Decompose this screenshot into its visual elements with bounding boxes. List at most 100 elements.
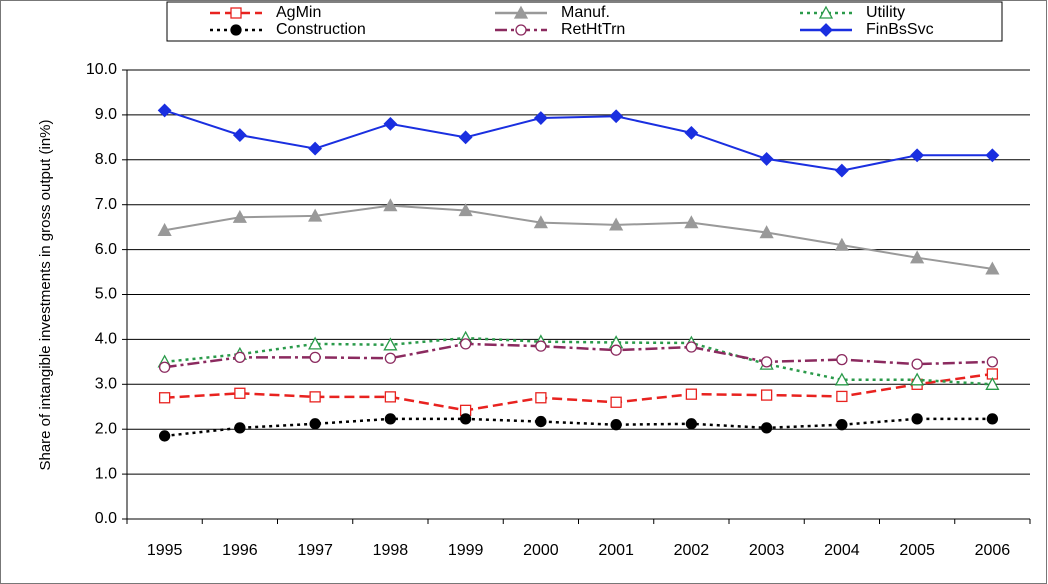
data-point — [910, 148, 925, 163]
data-point — [610, 344, 622, 356]
data-point — [836, 419, 848, 431]
data-point — [309, 418, 321, 430]
data-point — [985, 261, 1000, 275]
data-point — [308, 208, 323, 222]
data-point — [384, 391, 397, 403]
data-point — [458, 203, 473, 217]
data-point — [986, 356, 999, 368]
data-point — [535, 415, 547, 428]
data-point — [158, 361, 171, 373]
y-tick-label: 0.0 — [95, 510, 117, 527]
legend-label: FinBsSvc — [866, 21, 934, 38]
data-point — [535, 340, 547, 352]
legend-marker — [513, 5, 529, 19]
y-tick-label: 4.0 — [95, 331, 117, 348]
data-point — [684, 215, 699, 229]
x-tick-label: 1998 — [373, 542, 409, 559]
legend-marker — [818, 5, 834, 19]
data-point — [684, 125, 699, 140]
series-line — [164, 417, 993, 438]
y-tick-label: 5.0 — [95, 286, 117, 303]
data-point — [685, 388, 698, 400]
data-point — [685, 418, 698, 430]
legend-marker — [230, 24, 242, 36]
data-point — [760, 356, 773, 368]
y-axis-title: Share of intangible investments in gross… — [37, 119, 54, 470]
data-point — [910, 250, 925, 264]
data-point — [911, 358, 923, 370]
legend-marker — [230, 7, 242, 19]
legend-label: Manuf. — [561, 4, 610, 21]
data-point — [384, 352, 397, 364]
data-point — [234, 351, 246, 364]
x-tick-label: 2002 — [674, 542, 710, 559]
series-line — [164, 204, 993, 270]
data-point — [985, 376, 1000, 390]
data-point — [157, 222, 172, 236]
y-tick-label: 6.0 — [95, 241, 117, 258]
data-point — [609, 109, 624, 124]
data-point — [986, 413, 999, 425]
y-tick-label: 7.0 — [95, 196, 117, 213]
data-point — [760, 389, 773, 401]
legend-label: Utility — [866, 4, 905, 21]
x-tick-label: 2001 — [598, 542, 634, 559]
data-point — [535, 392, 547, 404]
legend-marker — [515, 24, 527, 36]
data-point — [985, 148, 1000, 163]
data-point — [834, 372, 849, 386]
data-point — [834, 163, 849, 178]
x-tick-label: 2004 — [824, 542, 860, 559]
data-point — [910, 372, 925, 386]
data-point — [760, 422, 773, 434]
data-point — [234, 387, 246, 399]
data-point — [309, 351, 321, 364]
y-tick-label: 2.0 — [95, 420, 117, 437]
series-line — [164, 372, 993, 412]
data-point — [609, 217, 624, 231]
series-line — [164, 336, 993, 386]
data-point — [383, 337, 398, 351]
data-point — [158, 430, 171, 442]
data-point — [533, 215, 548, 229]
series-line — [164, 109, 993, 172]
x-tick-label: 2003 — [749, 542, 785, 559]
legend-label: RetHtTrn — [561, 21, 625, 38]
data-point — [610, 419, 622, 431]
x-tick-label: 2000 — [523, 542, 559, 559]
data-point — [383, 116, 398, 131]
data-point — [158, 392, 171, 404]
data-point — [836, 390, 848, 403]
data-point — [308, 336, 323, 350]
data-point — [836, 353, 848, 366]
data-point — [459, 413, 472, 425]
legend-marker — [819, 23, 833, 37]
data-point — [610, 396, 622, 408]
x-tick-label: 1996 — [222, 542, 258, 559]
legend-label: AgMin — [276, 4, 321, 21]
data-point — [458, 130, 473, 145]
data-point — [834, 237, 849, 251]
data-point — [309, 391, 321, 403]
x-tick-label: 2006 — [975, 542, 1011, 559]
legend-box — [166, 1, 1003, 42]
data-point — [459, 338, 472, 350]
data-point — [759, 151, 774, 166]
y-tick-label: 8.0 — [95, 151, 117, 168]
data-point — [911, 413, 923, 425]
y-tick-label: 10.0 — [86, 61, 117, 78]
y-tick-label: 3.0 — [95, 376, 117, 393]
y-tick-label: 1.0 — [95, 465, 117, 482]
data-point — [308, 141, 323, 156]
legend-label: Construction — [276, 21, 366, 38]
data-point — [759, 225, 774, 239]
data-point — [685, 341, 698, 353]
y-tick-label: 9.0 — [95, 106, 117, 123]
x-tick-label: 2005 — [899, 542, 935, 559]
data-point — [232, 209, 247, 223]
data-point — [157, 103, 172, 118]
x-tick-label: 1997 — [297, 542, 333, 559]
series-line — [164, 342, 993, 369]
